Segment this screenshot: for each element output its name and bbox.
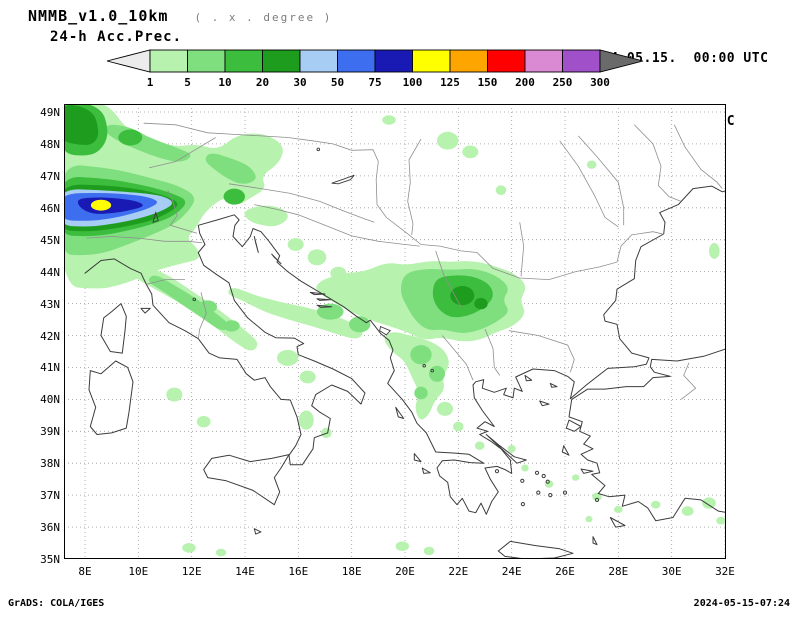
lat-tick-label: 40N	[40, 393, 60, 407]
grid-resolution-note: ( . x . degree )	[194, 11, 333, 24]
colorbar-tick-label: 200	[515, 76, 535, 89]
lon-tick-label: 18E	[341, 565, 362, 578]
lat-tick-label: 47N	[40, 169, 60, 183]
lat-tick-label: 42N	[40, 329, 60, 343]
lon-tick-label: 14E	[235, 565, 255, 578]
rivers-layer	[86, 122, 723, 400]
coastlines-layer	[84, 185, 726, 559]
colorbar-underflow-arrow	[106, 49, 151, 73]
lat-tick-label: 44N	[40, 265, 60, 279]
colorbar-tick-label: 75	[368, 76, 381, 89]
lon-tick-label: 30E	[661, 565, 682, 578]
colorbar-segment	[299, 49, 338, 73]
lat-tick-label: 36N	[40, 521, 60, 535]
lat-tick-label: 37N	[40, 489, 60, 503]
colorbar-tick-label: 150	[478, 76, 498, 89]
header-left: NMMB_v1.0_10km ( . x . degree ) 24-h Acc.…	[28, 6, 332, 45]
lon-tick-label: 16E	[288, 565, 309, 578]
lon-tick-label: 8E	[78, 565, 92, 578]
colorbar-segment	[449, 49, 488, 73]
lat-tick-label: 48N	[40, 137, 60, 151]
colorbar-tick-label: 50	[331, 76, 344, 89]
lat-tick-label: 49N	[40, 106, 60, 119]
colorbar-legend: 1 5 10 20 30 50 75 100 125 150 200 250 300	[106, 49, 644, 89]
creation-timestamp: 2024-05-15-07:24	[693, 598, 790, 609]
header-line1: NMMB_v1.0_10km ( . x . degree )	[28, 6, 332, 25]
lon-tick-label: 28E	[608, 565, 629, 578]
lon-tick-label: 32E	[715, 565, 735, 578]
colorbar-segment	[524, 49, 563, 73]
grads-credit: GrADS: COLA/IGES	[8, 598, 105, 609]
colorbar-segment	[187, 49, 226, 73]
lat-tick-label: 35N	[40, 553, 60, 566]
colorbar-segment	[487, 49, 526, 73]
colorbar-segment	[149, 49, 188, 73]
map-frame	[64, 104, 726, 559]
colorbar-overflow-arrow	[599, 49, 644, 73]
colorbar-segment	[337, 49, 376, 73]
lon-tick-label: 22E	[448, 565, 469, 578]
colorbar-tick-label: 250	[553, 76, 573, 89]
map-canvas	[64, 104, 726, 559]
lon-tick-label: 26E	[555, 565, 575, 578]
colorbar-segment	[412, 49, 451, 73]
colorbar-tick-label: 10	[218, 76, 231, 89]
lat-tick-label: 46N	[40, 201, 60, 215]
lakes-layer	[152, 147, 434, 373]
product-title: 24-h Acc.Prec.	[50, 29, 183, 45]
colorbar-tick-label: 1	[147, 76, 154, 89]
lon-tick-label: 20E	[395, 565, 415, 578]
colorbar-segment	[224, 49, 263, 73]
model-title: NMMB_v1.0_10km	[28, 7, 169, 25]
colorbar-tick-label: 30	[293, 76, 306, 89]
lon-tick-label: 10E	[128, 565, 149, 578]
lat-tick-label: 39N	[40, 425, 60, 439]
colorbar-segment	[374, 49, 413, 73]
lat-tick-label: 38N	[40, 457, 60, 471]
lat-tick-label: 41N	[40, 361, 60, 375]
colorbar-tick-label: 300	[590, 76, 610, 89]
lon-tick-label: 24E	[501, 565, 522, 578]
lon-tick-label: 12E	[181, 565, 202, 578]
colorbar-tick-label: 100	[403, 76, 423, 89]
colorbar-segment	[262, 49, 301, 73]
colorbar-tick-label: 20	[256, 76, 269, 89]
precipitation-shading	[64, 104, 726, 557]
map-area: 35N 36N 37N 38N 39N 40N 41N 42N 43N 44N 45N 46N 47N 4…	[40, 104, 735, 578]
colorbar-tick-label: 5	[184, 76, 191, 89]
lat-tick-label: 45N	[40, 233, 60, 247]
colorbar-segment	[562, 49, 601, 73]
lat-tick-label: 43N	[40, 297, 60, 311]
colorbar-tick-label: 125	[440, 76, 460, 89]
